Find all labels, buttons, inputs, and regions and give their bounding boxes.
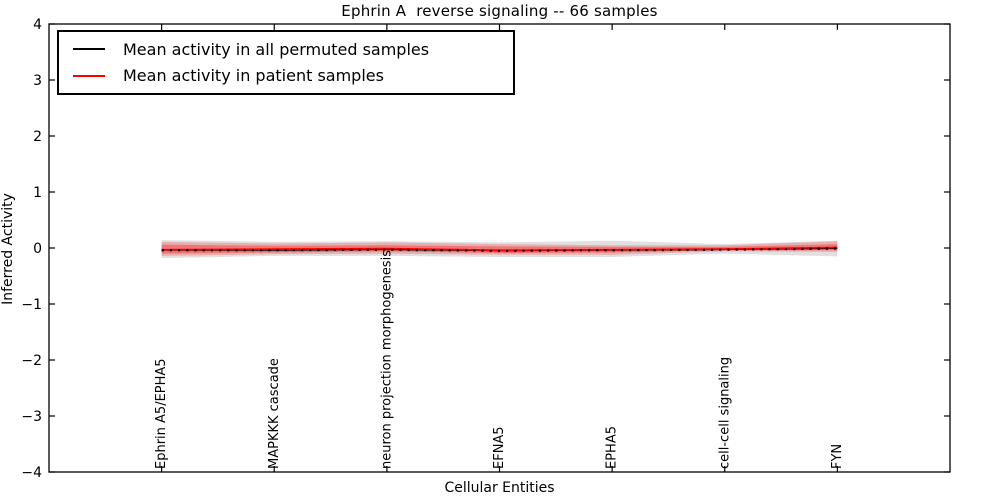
x-category-label: MAPKKK cascade [267,358,282,469]
permuted-mean-line [161,247,838,252]
y-tick-label: −1 [21,297,42,313]
y-tick-label: 4 [33,17,42,33]
y-tick-label: 1 [33,185,42,201]
y-tick-label: 3 [33,73,42,89]
legend-label-patient: Mean activity in patient samples [123,66,384,86]
y-tick-label: 0 [33,241,42,257]
permuted-samples-range-band [161,240,838,259]
permuted-line-swatch [73,48,105,51]
patient-samples-range-outer-band [161,241,838,256]
x-category-label: Ephrin A5/EPHA5 [154,358,169,469]
y-axis-label: Inferred Activity [0,193,16,305]
legend-box: Mean activity in all permuted samples Me… [57,30,515,95]
legend-entry-permuted: Mean activity in all permuted samples [59,36,513,62]
x-axis-label: Cellular Entities [444,480,555,496]
legend-label-permuted: Mean activity in all permuted samples [123,39,430,59]
y-tick-label: −4 [21,465,42,481]
y-tick-label: 2 [33,129,42,145]
x-category-label: cell-cell signaling [717,357,732,469]
patient-samples-range-inner-band [161,244,838,254]
y-tick-label: −3 [21,409,42,425]
legend-entry-patient: Mean activity in patient samples [59,63,513,89]
x-category-label: EPHA5 [605,426,620,469]
y-tick-label: −2 [21,353,42,369]
patient-line-swatch [73,74,105,77]
chart-title: Ephrin A reverse signaling -- 66 samples [341,2,658,20]
x-category-label: FYN [830,444,845,469]
x-category-label: EFNA5 [492,426,507,469]
x-category-label: neuron projection morphogenesis [379,250,394,469]
